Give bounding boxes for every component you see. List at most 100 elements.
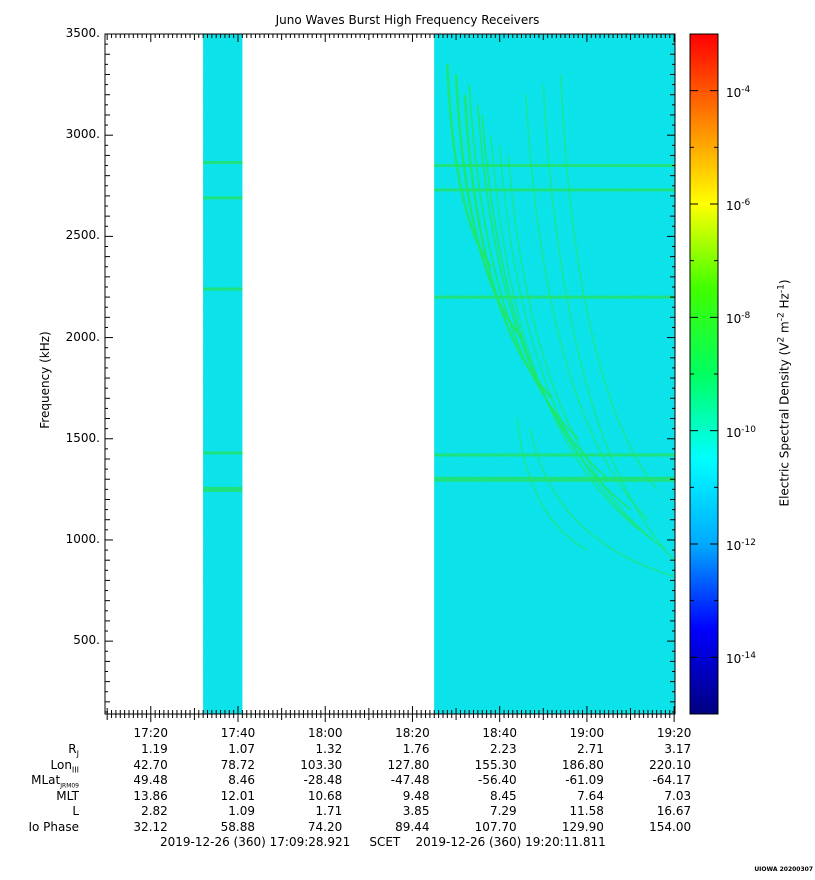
ephemeris-row-name: MLT xyxy=(56,789,79,803)
ephemeris-value: 1.32 xyxy=(315,742,343,756)
burst-arc xyxy=(481,114,632,511)
colorbar-tick-base: 10 xyxy=(726,652,742,667)
colorbar-tick-label: 10-12 xyxy=(726,538,756,553)
ephemeris-value: 2.82 xyxy=(141,804,168,818)
colorbar-tick-base: 10 xyxy=(726,85,742,100)
ephemeris-value: 89.44 xyxy=(395,819,430,834)
x-tick-label: 19:20 xyxy=(656,726,692,740)
colorbar-tick-base: 10 xyxy=(726,312,742,327)
burst-arc xyxy=(516,418,588,551)
colorbar-tick-exponent: -10 xyxy=(741,424,756,435)
ephemeris-name-text: Io Phase xyxy=(28,819,79,834)
ephemeris-value: 12.01 xyxy=(220,788,255,803)
ephemeris-row-name: RJ xyxy=(68,742,79,758)
y-tick-label: 500. xyxy=(73,633,100,648)
colorbar-tick-exponent: -14 xyxy=(741,651,756,662)
ephemeris-value: 107.70 xyxy=(474,819,517,834)
ephemeris-name-subscript: III xyxy=(71,764,79,774)
burst-arc xyxy=(525,94,649,521)
ephemeris-name-text: L xyxy=(72,804,79,818)
ephemeris-value: 32.12 xyxy=(133,819,168,834)
ephemeris-value: 1.19 xyxy=(141,742,168,756)
ephemeris-value: 13.86 xyxy=(133,788,168,803)
plot-frame xyxy=(104,33,676,715)
colorbar-tick-base: 10 xyxy=(726,425,742,440)
colorbar-tick-base: 10 xyxy=(726,539,742,553)
ephemeris-row-name: LonIII xyxy=(51,758,80,774)
ephemeris-value: 127.80 xyxy=(387,757,430,772)
ephemeris-value: -61.09 xyxy=(565,773,604,787)
x-tick-label: 18:20 xyxy=(395,726,430,740)
y-tick-label: 2500. xyxy=(65,228,100,243)
ephemeris-value: 7.03 xyxy=(664,788,692,803)
y-tick-label: 2000. xyxy=(65,329,100,344)
colorbar-label-sup: -1 xyxy=(776,284,787,294)
ephemeris-value: 103.30 xyxy=(300,757,343,772)
burst-arc xyxy=(446,64,492,268)
y-tick-label: 3500. xyxy=(65,26,100,40)
burst-arc xyxy=(559,74,658,490)
x-axis-ticks xyxy=(106,34,675,722)
colorbar-tick-exponent: -12 xyxy=(741,538,756,548)
burst-arc xyxy=(468,84,579,440)
colorbar-tick-exponent: -6 xyxy=(741,198,751,208)
ephemeris-value: -56.40 xyxy=(477,773,517,787)
ephemeris-name-subscript: J xyxy=(76,749,79,759)
ephemeris-value: 74.20 xyxy=(307,819,343,834)
ephemeris-value: 78.72 xyxy=(220,757,255,772)
chart-title: Juno Waves Burst High Frequency Receiver… xyxy=(275,13,540,27)
colorbar-tick-exponent: -8 xyxy=(741,311,751,322)
ephemeris-value: 42.70 xyxy=(133,757,168,772)
ephemeris-value: 3.17 xyxy=(664,742,692,756)
colorbar-label-sup: -2 xyxy=(776,312,787,322)
x-tick-label: 17:40 xyxy=(220,726,256,740)
colorbar xyxy=(689,33,719,715)
burst-arc xyxy=(490,135,640,531)
colorbar-tick-exponent: -4 xyxy=(741,84,751,95)
colorbar-label-part: Electric Spectral Density (V xyxy=(777,342,792,507)
ephemeris-value: 186.80 xyxy=(561,757,604,772)
ephemeris-value: 1.09 xyxy=(228,804,255,818)
ephemeris-value: 220.10 xyxy=(649,757,692,772)
ephemeris-name-text: Lon xyxy=(50,757,72,772)
ephemeris-value: 2.23 xyxy=(489,742,517,756)
colorbar-label-sup: 2 xyxy=(776,336,787,343)
colorbar-tick-label: 10-4 xyxy=(726,85,750,100)
ephemeris-name-text: R xyxy=(68,742,77,756)
ephemeris-value: 8.45 xyxy=(489,788,517,803)
ephemeris-name-text: MLT xyxy=(56,788,79,803)
colorbar-tick-label: 10-10 xyxy=(726,425,756,440)
ephemeris-value: 2.71 xyxy=(577,742,604,756)
colorbar-label-part: Hz xyxy=(777,293,792,313)
burst-arc xyxy=(463,94,553,400)
x-tick-label: 18:00 xyxy=(307,726,343,740)
y-tick-label: 3000. xyxy=(65,127,100,142)
ephemeris-value: 11.58 xyxy=(569,804,604,818)
ephemeris-value: 58.88 xyxy=(220,819,255,834)
ephemeris-value: 1.07 xyxy=(228,742,255,756)
ephemeris-value: -28.48 xyxy=(303,773,343,787)
burst-emissions xyxy=(446,64,675,578)
ephemeris-value: -47.48 xyxy=(390,773,430,787)
time-range-footer: 2019-12-26 (360) 17:09:28.921 SCET 2019-… xyxy=(160,835,606,849)
y-tick-label: 1500. xyxy=(65,430,100,445)
ephemeris-value: 7.29 xyxy=(489,804,517,818)
ephemeris-value: -64.17 xyxy=(652,773,692,787)
burst-arc xyxy=(507,155,666,551)
ephemeris-value: 7.64 xyxy=(577,788,604,803)
credit-stamp: UIOWA 20200307 xyxy=(754,866,813,873)
colorbar-tick-label: 10-6 xyxy=(726,198,750,213)
ephemeris-row-name: MLatJRM09 xyxy=(31,773,79,789)
ephemeris-row-name: Io Phase xyxy=(28,820,79,834)
ephemeris-value: 8.46 xyxy=(228,773,255,787)
ephemeris-value: 155.30 xyxy=(474,757,517,772)
burst-arc xyxy=(498,145,653,541)
colorbar-tick-base: 10 xyxy=(726,199,742,213)
burst-arc xyxy=(542,84,675,561)
colorbar-tick-label: 10-14 xyxy=(726,651,756,666)
ephemeris-name-subscript: JRM09 xyxy=(60,782,79,790)
colorbar-label-part: ) xyxy=(777,279,792,285)
ephemeris-value: 16.67 xyxy=(656,804,692,818)
ephemeris-value: 10.68 xyxy=(307,788,343,803)
